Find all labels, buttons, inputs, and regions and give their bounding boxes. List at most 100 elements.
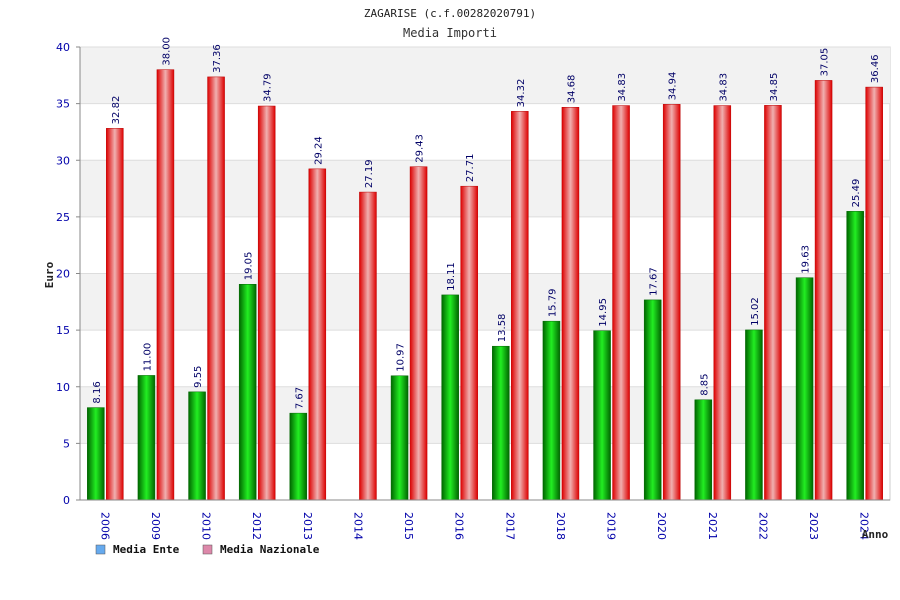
y-tick-label: 35 — [56, 98, 70, 111]
x-tick-label: 2014 — [351, 512, 364, 540]
bar-media-ente-2020 — [643, 299, 662, 501]
x-tick-label: 2010 — [200, 512, 213, 540]
bar-media-ente-2023 — [795, 277, 814, 501]
data-label: 27.19 — [364, 159, 375, 188]
y-tick-label: 30 — [56, 154, 70, 167]
bar-media-ente-2021 — [694, 399, 713, 501]
bar-media-ente-2012 — [238, 284, 257, 501]
bar-media-nazionale-2012 — [257, 105, 276, 501]
bar-media-nazionale-2013 — [308, 168, 327, 501]
y-tick-label: 20 — [56, 268, 70, 281]
bar-media-ente-2024 — [846, 211, 864, 501]
data-label: 29.24 — [313, 136, 324, 165]
bar-media-nazionale-2010 — [207, 76, 225, 501]
bar-media-nazionale-2019 — [612, 105, 630, 501]
bar-media-nazionale-2020 — [662, 104, 681, 501]
bar-media-ente-2015 — [390, 375, 409, 501]
bar-media-nazionale-2021 — [713, 105, 732, 501]
y-tick-label: 15 — [56, 324, 70, 337]
y-tick-label: 25 — [56, 211, 70, 224]
x-tick-label: 2015 — [402, 512, 415, 540]
bar-media-nazionale-2018 — [561, 106, 580, 501]
data-label: 19.05 — [244, 252, 255, 281]
data-label: 8.85 — [699, 374, 710, 396]
bar-media-ente-2016 — [441, 294, 459, 501]
x-tick-label: 2020 — [655, 512, 668, 540]
data-label: 19.63 — [801, 245, 812, 274]
data-label: 27.71 — [465, 154, 476, 183]
bar-media-nazionale-2024 — [865, 86, 883, 501]
data-label: 38.00 — [161, 37, 172, 66]
x-tick-label: 2022 — [756, 512, 769, 540]
bar-media-nazionale-2006 — [106, 128, 124, 501]
data-label: 34.79 — [263, 73, 274, 102]
x-tick-label: 2009 — [149, 512, 162, 540]
bar-media-nazionale-2009 — [156, 69, 175, 501]
legend: Media Ente Media Nazionale — [95, 543, 320, 556]
x-axis: 2006 2009 2010 2012 2013 2014 2015 2016 2017 2018… — [80, 499, 890, 540]
y-tick-label: 10 — [56, 381, 70, 394]
bar-media-nazionale-2016 — [460, 185, 478, 501]
y-tick-label: 0 — [63, 494, 70, 507]
bar-media-nazionale-2022 — [764, 105, 782, 501]
x-tick-label: 2024 — [858, 512, 871, 540]
x-tick-label: 2019 — [605, 512, 618, 540]
bar-media-ente-2019 — [593, 330, 611, 501]
x-tick-label: 2016 — [453, 512, 466, 540]
chart-subtitle: Media Importi — [403, 26, 497, 40]
legend-swatch-media-ente — [95, 544, 106, 555]
data-label: 13.58 — [497, 314, 508, 343]
data-label: 29.43 — [415, 134, 426, 163]
data-label: 34.68 — [566, 75, 577, 104]
bar-media-ente-2018 — [542, 320, 561, 501]
data-label: 15.79 — [547, 289, 558, 318]
data-label: 18.11 — [446, 262, 457, 291]
x-tick-label: 2021 — [706, 512, 719, 540]
data-label: 36.46 — [870, 54, 881, 83]
data-label: 34.32 — [516, 79, 527, 108]
legend-label-media-nazionale: Media Nazionale — [220, 543, 320, 556]
data-label: 34.83 — [617, 73, 628, 102]
data-label: 34.94 — [668, 72, 679, 101]
data-label: 15.02 — [750, 297, 761, 326]
y-axis: 0 5 10 15 20 25 30 35 40 — [56, 41, 81, 507]
legend-swatch-media-nazionale — [202, 544, 213, 555]
x-axis-label: Anno — [862, 528, 889, 541]
data-label: 10.97 — [396, 343, 407, 372]
x-tick-label: 2006 — [98, 512, 111, 540]
x-tick-label: 2013 — [301, 512, 314, 540]
bar-media-ente-2010 — [188, 391, 206, 501]
bar-media-ente-2006 — [87, 407, 105, 501]
bar-media-nazionale-2014 — [359, 191, 377, 501]
x-tick-label: 2023 — [807, 512, 820, 540]
data-label: 37.05 — [820, 48, 831, 77]
data-label: 11.00 — [142, 343, 153, 372]
data-label: 8.16 — [92, 381, 103, 403]
bar-media-nazionale-2023 — [814, 80, 833, 501]
bar-media-ente-2013 — [289, 412, 308, 501]
data-label: 9.55 — [193, 366, 204, 388]
bars-group: 8.16 32.82 11.00 38.00 9.55 37.36 19.05 34.79 7.… — [87, 37, 883, 501]
y-tick-label: 5 — [63, 437, 70, 450]
data-label: 17.67 — [649, 267, 660, 296]
data-label: 34.83 — [718, 73, 729, 102]
bar-media-nazionale-2015 — [409, 166, 428, 501]
data-label: 7.67 — [294, 387, 305, 409]
y-axis-label: Euro — [43, 261, 56, 288]
chart-title: ZAGARISE (c.f.00282020791) — [364, 7, 536, 20]
data-label: 25.49 — [851, 179, 862, 208]
legend-label-media-ente: Media Ente — [113, 543, 180, 556]
data-label: 32.82 — [111, 96, 122, 125]
bar-media-nazionale-2017 — [511, 111, 529, 501]
bar-media-ente-2009 — [137, 375, 156, 501]
bar-media-ente-2022 — [745, 329, 763, 501]
x-tick-label: 2012 — [250, 512, 263, 540]
data-label: 34.85 — [769, 73, 780, 102]
data-label: 37.36 — [212, 44, 223, 73]
x-tick-label: 2018 — [554, 512, 567, 540]
y-tick-label: 40 — [56, 41, 70, 54]
bar-media-ente-2017 — [492, 345, 510, 501]
x-tick-label: 2017 — [503, 512, 516, 540]
data-label: 14.95 — [598, 298, 609, 327]
